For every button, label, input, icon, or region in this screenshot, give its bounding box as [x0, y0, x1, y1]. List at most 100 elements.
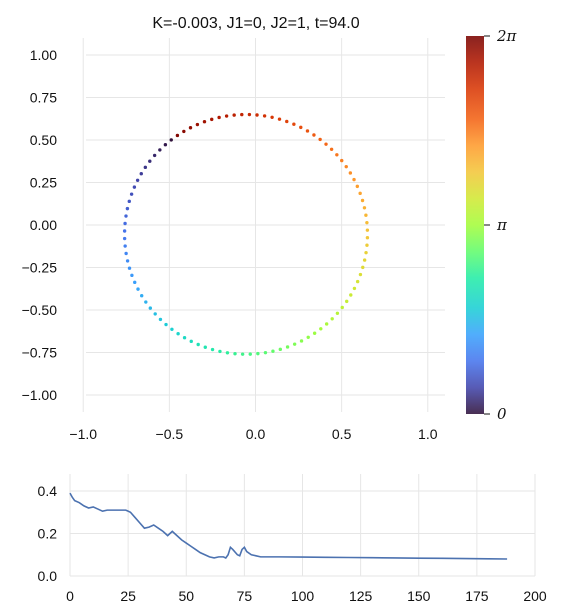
scatter-point — [355, 279, 360, 284]
scatter-point — [324, 322, 329, 326]
colorbar-gradient — [466, 36, 484, 414]
scatter-point — [277, 117, 282, 121]
line-x-tick-label: 100 — [291, 588, 315, 604]
colorbar-tick-label: π — [496, 216, 508, 234]
scatter-x-tick-label: −1.0 — [69, 426, 97, 442]
scatter-point — [361, 265, 365, 270]
scatter-point — [360, 198, 365, 203]
scatter-point — [292, 122, 296, 126]
line-series — [69, 492, 508, 560]
line-x-ticks: 0 25 50 75 100 125 150 175 200 — [66, 588, 547, 604]
line-panel: 0 25 50 75 100 125 150 175 200 0.4 0.2 0.0 — [38, 474, 547, 604]
scatter-point — [256, 351, 260, 356]
scatter-y-tick-label: 0.00 — [30, 217, 57, 233]
scatter-point — [348, 171, 353, 175]
line-x-tick-label: 175 — [465, 588, 489, 604]
line-y-ticks: 0.4 0.2 0.0 — [38, 483, 58, 584]
scatter-point — [158, 317, 163, 322]
line-grid — [69, 474, 536, 577]
line-x-tick-label: 25 — [120, 588, 136, 604]
scatter-point — [169, 138, 173, 142]
scatter-point — [247, 112, 252, 117]
scatter-point — [153, 312, 157, 316]
scatter-point — [232, 113, 236, 117]
scatter-x-tick-label: 0.5 — [332, 426, 352, 442]
scatter-y-tick-label: 1.00 — [30, 47, 57, 63]
scatter-point — [125, 206, 130, 211]
scatter-point — [340, 305, 344, 310]
scatter-point — [345, 299, 349, 304]
scatter-point — [306, 335, 310, 339]
scatter-point — [164, 322, 168, 327]
scatter-point — [188, 126, 193, 130]
scatter-point — [148, 306, 153, 310]
scatter-point — [352, 177, 356, 182]
scatter-point — [224, 114, 229, 118]
scatter-point — [195, 122, 200, 127]
scatter-point — [202, 120, 207, 124]
scatter-point — [362, 258, 367, 262]
scatter-point — [344, 164, 348, 169]
scatter-point — [364, 250, 368, 255]
scatter-y-tick-label: −0.25 — [22, 260, 58, 276]
line-y-tick-label: 0.4 — [38, 483, 58, 499]
line-x-tick-label: 125 — [349, 588, 373, 604]
scatter-point — [292, 342, 297, 346]
scatter-point — [329, 147, 334, 152]
scatter-point — [248, 352, 252, 356]
scatter-point — [352, 286, 357, 291]
scatter-point — [148, 159, 152, 163]
scatter-y-tick-label: −0.50 — [22, 302, 58, 318]
line-x-tick-label: 75 — [237, 588, 253, 604]
scatter-point — [240, 112, 244, 117]
scatter-point — [324, 142, 328, 146]
scatter-point — [123, 221, 127, 226]
scatter-points — [122, 112, 370, 356]
scatter-point — [312, 133, 316, 137]
scatter-point — [175, 133, 180, 138]
scatter-point — [365, 235, 370, 240]
scatter-point — [240, 352, 245, 356]
scatter-point — [285, 345, 290, 349]
scatter-point — [355, 184, 360, 189]
scatter-point — [270, 115, 274, 119]
scatter-point — [255, 113, 259, 117]
colorbar-tick-label: 0 — [497, 405, 507, 423]
scatter-point — [358, 272, 363, 277]
scatter-x-tick-label: 1.0 — [418, 426, 438, 442]
scatter-grid — [82, 38, 445, 412]
scatter-point — [340, 158, 344, 163]
scatter-point — [233, 352, 237, 356]
scatter-point — [170, 327, 174, 332]
scatter-point — [285, 119, 289, 124]
scatter-point — [362, 206, 367, 210]
scatter-point — [318, 137, 322, 142]
colorbar-tick-label: 2π — [496, 27, 518, 45]
scatter-point — [278, 347, 283, 352]
scatter-y-tick-label: 0.75 — [30, 90, 57, 106]
scatter-point — [136, 287, 140, 291]
scatter-panel: K=-0.003, J1=0, J2=1, t=94.0 −1.0 −0.5 0.0… — [22, 15, 445, 442]
scatter-point — [124, 251, 128, 256]
scatter-point — [210, 117, 214, 122]
scatter-point — [122, 229, 127, 233]
scatter-point — [176, 332, 180, 336]
scatter-point — [349, 293, 353, 297]
scatter-point — [305, 129, 310, 133]
scatter-point — [152, 153, 157, 158]
scatter-point — [127, 199, 131, 204]
scatter-point — [189, 339, 193, 344]
scatter-x-ticks: −1.0 −0.5 0.0 0.5 1.0 — [69, 426, 437, 442]
scatter-point — [196, 342, 200, 347]
scatter-point — [122, 236, 127, 241]
scatter-point — [299, 339, 304, 343]
scatter-point — [158, 148, 162, 152]
scatter-y-tick-label: 0.50 — [30, 132, 57, 148]
scatter-point — [143, 165, 148, 170]
scatter-point — [319, 327, 323, 331]
scatter-point — [271, 349, 275, 353]
scatter-point — [335, 311, 340, 315]
scatter-point — [127, 266, 132, 270]
scatter-point — [140, 294, 144, 298]
